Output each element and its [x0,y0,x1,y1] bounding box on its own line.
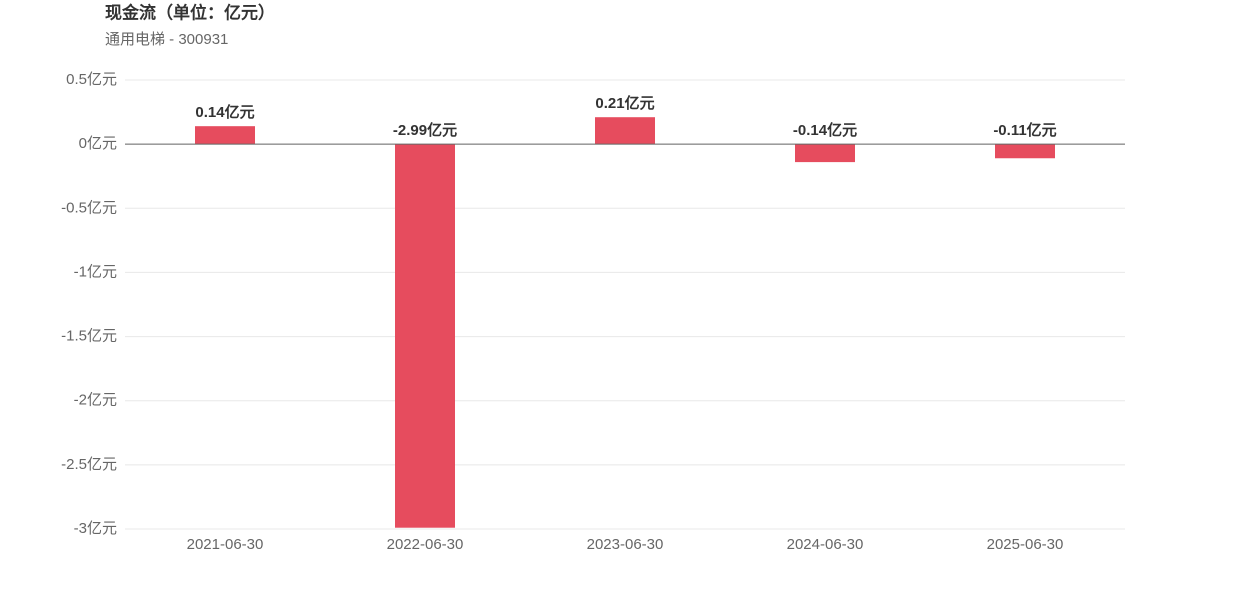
x-tick-label: 2021-06-30 [187,536,264,553]
bar [995,144,1055,159]
y-tick-label: -1.5亿元 [61,328,117,345]
bar [795,144,855,163]
x-tick-label: 2025-06-30 [987,536,1064,553]
y-tick-label: 0.5亿元 [66,71,117,88]
value-label: -2.99亿元 [393,121,457,139]
bar [595,117,655,145]
value-label: 0.21亿元 [595,94,654,112]
chart-subtitle: 通用电梯 - 300931 [105,31,228,48]
y-tick-label: -0.5亿元 [61,199,117,216]
y-tick-label: -3亿元 [74,520,117,537]
value-label: -0.11亿元 [993,121,1056,139]
x-tick-label: 2024-06-30 [787,536,864,553]
chart-title: 现金流（单位：亿元） [105,2,275,22]
value-label: 0.14亿元 [195,103,254,121]
bar [195,126,255,145]
y-tick-label: -2.5亿元 [61,456,117,473]
value-label: -0.14亿元 [793,121,857,139]
bar [395,144,455,528]
y-tick-label: -1亿元 [74,263,117,280]
x-tick-label: 2023-06-30 [587,536,664,553]
x-tick-label: 2022-06-30 [387,536,464,553]
y-tick-label: 0亿元 [79,135,117,152]
y-tick-label: -2亿元 [74,392,117,409]
